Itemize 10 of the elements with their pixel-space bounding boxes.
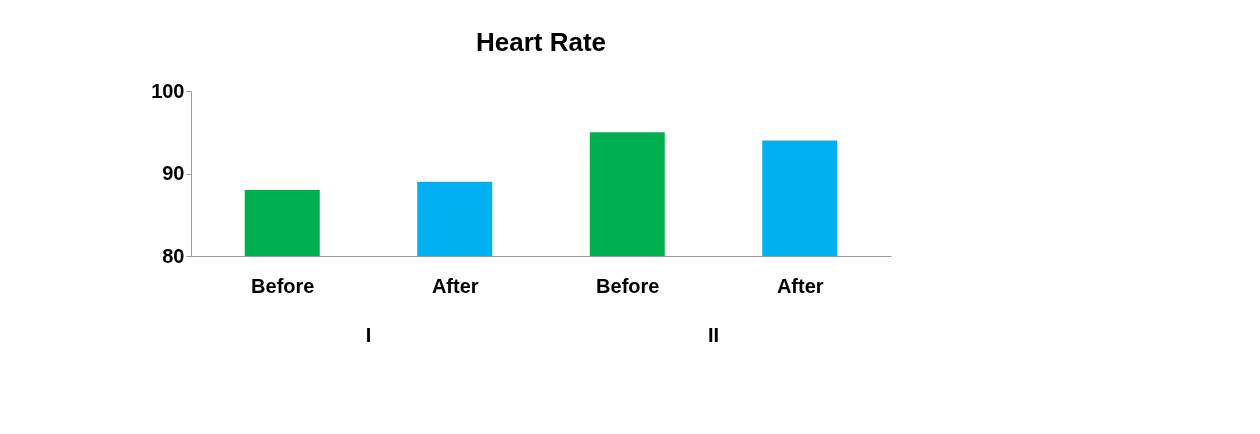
y-tick-label: 90 [162, 162, 185, 184]
x-tick-label: Before [596, 274, 660, 297]
y-tick-label: 100 [151, 79, 185, 102]
x-tick-label: After [776, 274, 824, 297]
text: I [365, 324, 372, 346]
chart-title: Heart Rate [475, 27, 607, 57]
x-tick-label: Before [251, 274, 315, 297]
x-tick-label: After [431, 274, 479, 297]
text: II [707, 324, 720, 346]
y-tick-label: 80 [162, 244, 185, 267]
